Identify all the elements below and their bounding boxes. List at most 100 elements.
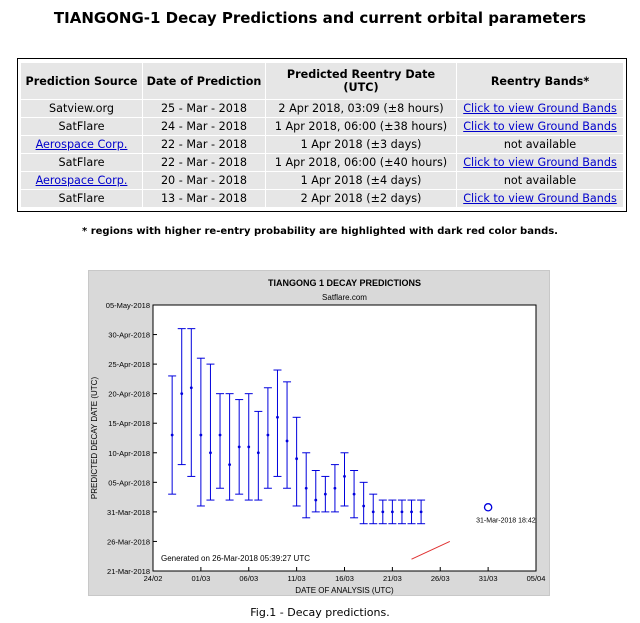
cell-predicted-reentry: 1 Apr 2018 (±4 days): [265, 171, 457, 190]
predictions-table-frame: Prediction Source Date of Prediction Pre…: [17, 58, 627, 212]
table-header-row: Prediction Source Date of Prediction Pre…: [20, 62, 624, 100]
data-point: [400, 510, 404, 514]
x-tick-label: 24/02: [144, 574, 163, 583]
data-point: [323, 492, 327, 496]
final-prediction-marker: [483, 503, 493, 512]
data-point: [304, 486, 308, 490]
data-point: [209, 451, 212, 455]
cell-reentry-bands: not available: [456, 135, 624, 154]
chart-title: TIANGONG 1 DECAY PREDICTIONS: [268, 278, 421, 288]
data-point: [371, 510, 375, 514]
cell-predicted-reentry: 2 Apr 2018 (±2 days): [265, 189, 457, 208]
data-point: [343, 475, 346, 478]
data-point: [266, 433, 270, 437]
y-tick-label: 30-Apr-2018: [108, 331, 150, 340]
bands-footnote: * regions with higher re-entry probabili…: [82, 226, 558, 237]
data-point: [333, 486, 337, 490]
cell-reentry-bands: not available: [456, 171, 624, 190]
cell-prediction-source: Satview.org: [20, 99, 143, 118]
table-row: Aerospace Corp. 22 - Mar - 2018 1 Apr 2018…: [20, 135, 624, 154]
cell-predicted-reentry: 1 Apr 2018, 06:00 (±38 hours): [265, 117, 457, 136]
cell-date-of-prediction: 22 - Mar - 2018: [142, 153, 266, 172]
cell-reentry-bands[interactable]: Click to view Ground Bands: [456, 99, 624, 118]
cell-prediction-source-link[interactable]: Aerospace Corp.: [35, 138, 128, 151]
data-point: [352, 492, 356, 496]
x-tick-label: 26/03: [431, 574, 450, 583]
x-tick-label: 01/03: [191, 574, 210, 583]
cell-reentry-bands[interactable]: Click to view Ground Bands: [456, 153, 624, 172]
decay-chart-svg: TIANGONG 1 DECAY PREDICTIONS Satflare.com…: [90, 278, 546, 595]
y-tick-label: 15-Apr-2018: [108, 419, 150, 428]
y-tick-label: 05-May-2018: [106, 301, 150, 310]
cell-reentry-bands-link[interactable]: Click to view Ground Bands: [463, 102, 617, 115]
cell-prediction-source: SatFlare: [20, 189, 143, 208]
plot-area: [152, 304, 537, 572]
cell-date-of-prediction: 13 - Mar - 2018: [142, 189, 266, 208]
data-point: [314, 498, 318, 502]
table-row: SatFlare 13 - Mar - 2018 2 Apr 2018 (±2 da…: [20, 189, 624, 208]
figure-caption: Fig.1 - Decay predictions.: [250, 606, 390, 619]
cell-predicted-reentry: 1 Apr 2018, 06:00 (±40 hours): [265, 153, 457, 172]
predictions-table: Prediction Source Date of Prediction Pre…: [20, 62, 624, 208]
y-tick-label: 20-Apr-2018: [108, 390, 150, 399]
cell-predicted-reentry: 1 Apr 2018 (±3 days): [265, 135, 457, 154]
data-point: [362, 504, 366, 508]
cell-prediction-source[interactable]: Aerospace Corp.: [20, 171, 143, 190]
generated-annotation: Generated on 26-Mar-2018 05:39:27 UTC: [161, 554, 310, 563]
chart-subtitle: Satflare.com: [322, 293, 367, 302]
data-point: [170, 433, 174, 437]
data-point: [180, 392, 184, 396]
y-tick-label: 26-Mar-2018: [107, 537, 150, 546]
x-tick-label: 21/03: [383, 574, 402, 583]
x-tick-label: 11/03: [288, 574, 306, 583]
data-point: [247, 445, 251, 449]
page-title: TIANGONG-1 Decay Predictions and current…: [53, 9, 587, 27]
y-tick-label: 05-Apr-2018: [108, 478, 150, 487]
x-tick-label: 06/03: [239, 574, 258, 583]
data-point: [237, 445, 241, 449]
table-row: SatFlare 24 - Mar - 2018 1 Apr 2018, 06:00…: [20, 117, 624, 136]
header-prediction-source: Prediction Source: [20, 62, 143, 100]
data-point: [410, 510, 413, 514]
data-point: [256, 451, 260, 455]
data-point: [199, 433, 203, 437]
cell-date-of-prediction: 20 - Mar - 2018: [142, 171, 266, 190]
cell-date-of-prediction: 24 - Mar - 2018: [142, 117, 266, 136]
x-tick-label: 05/04: [527, 574, 546, 583]
data-point: [228, 463, 232, 466]
cell-date-of-prediction: 25 - Mar - 2018: [142, 99, 266, 118]
y-tick-label: 10-Apr-2018: [108, 449, 150, 458]
cell-prediction-source: SatFlare: [20, 117, 143, 136]
y-tick-label: 25-Apr-2018: [108, 360, 150, 369]
y-tick-label: 21-Mar-2018: [107, 567, 150, 576]
trend-line: [411, 540, 451, 560]
y-axis-label: PREDICTED DECAY DATE (UTC): [90, 377, 99, 500]
cell-prediction-source-link[interactable]: Aerospace Corp.: [35, 174, 128, 187]
cell-reentry-bands[interactable]: Click to view Ground Bands: [456, 189, 624, 208]
x-tick-label: 31/03: [479, 574, 498, 583]
final-prediction-label: 31-Mar-2018 18:42: [476, 517, 536, 524]
cell-date-of-prediction: 22 - Mar - 2018: [142, 135, 266, 154]
data-point: [390, 510, 394, 514]
decay-chart: TIANGONG 1 DECAY PREDICTIONS Satflare.com…: [88, 270, 550, 596]
cell-prediction-source: SatFlare: [20, 153, 143, 172]
table-row: Aerospace Corp. 20 - Mar - 2018 1 Apr 2018…: [20, 171, 624, 190]
data-point: [189, 386, 193, 390]
cell-predicted-reentry: 2 Apr 2018, 03:09 (±8 hours): [265, 99, 457, 118]
table-row: SatFlare 22 - Mar - 2018 1 Apr 2018, 06:00…: [20, 153, 624, 172]
data-point: [419, 510, 423, 514]
cell-prediction-source[interactable]: Aerospace Corp.: [20, 135, 143, 154]
data-point: [276, 415, 279, 419]
x-tick-label: 16/03: [335, 574, 354, 583]
cell-reentry-bands-link[interactable]: Click to view Ground Bands: [463, 120, 617, 133]
table-row: Satview.org 25 - Mar - 2018 2 Apr 2018, 03…: [20, 99, 624, 118]
header-predicted-reentry-date: Predicted Reentry Date (UTC): [265, 62, 457, 100]
data-point: [295, 457, 299, 461]
header-date-of-prediction: Date of Prediction: [142, 62, 266, 100]
header-reentry-bands: Reentry Bands*: [456, 62, 624, 100]
data-point: [218, 433, 222, 437]
table-body: Satview.org 25 - Mar - 2018 2 Apr 2018, 03…: [20, 99, 624, 208]
cell-reentry-bands-link[interactable]: Click to view Ground Bands: [463, 156, 617, 169]
cell-reentry-bands-link[interactable]: Click to view Ground Bands: [463, 192, 617, 205]
cell-reentry-bands[interactable]: Click to view Ground Bands: [456, 117, 624, 136]
